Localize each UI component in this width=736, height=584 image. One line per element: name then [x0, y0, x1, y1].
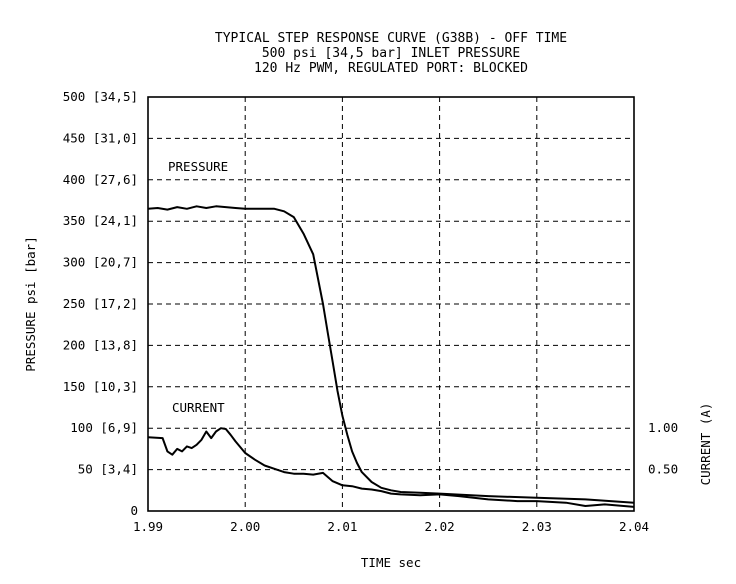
x-axis-label: TIME sec — [361, 555, 421, 570]
grid-lines — [148, 97, 634, 511]
y-axis-label: PRESSURE psi [bar] — [23, 236, 38, 371]
annotation-current: CURRENT — [172, 400, 225, 415]
y-tick-label: 150 [10,3] — [63, 379, 138, 394]
annotation-pressure: PRESSURE — [168, 159, 228, 174]
x-tick-label: 2.04 — [619, 519, 649, 534]
y-tick-label: 0 — [130, 503, 138, 518]
y-tick-label: 400 [27,6] — [63, 172, 138, 187]
y2-axis-label: CURRENT (A) — [698, 403, 713, 486]
chart-title-block: TYPICAL STEP RESPONSE CURVE (G38B) - OFF… — [148, 31, 634, 76]
series-line-current — [147, 427, 635, 508]
y-tick-label: 250 [17,2] — [63, 296, 138, 311]
tick-labels: 0 50 [3,4] 100 [6,9] 150 [10,3] 200 [13,8] 25… — [63, 89, 678, 534]
series-line-pressure — [147, 205, 635, 504]
chart-subtitle-1: 500 psi [34,5 bar] INLET PRESSURE — [261, 46, 521, 61]
y-tick-label: 50 [3,4] — [78, 462, 138, 477]
chart-subtitle-2: 120 Hz PWM, REGULATED PORT: BLOCKED — [254, 61, 528, 76]
x-tick-label: 2.03 — [522, 519, 552, 534]
y2-tick-label: 1.00 — [648, 420, 678, 435]
x-tick-label: 2.02 — [425, 519, 455, 534]
chart-title: TYPICAL STEP RESPONSE CURVE (G38B) - OFF… — [214, 31, 568, 46]
y-tick-label: 500 [34,5] — [63, 89, 138, 104]
y-tick-label: 450 [31,0] — [63, 130, 138, 145]
y-tick-label: 350 [24,1] — [63, 213, 138, 228]
x-tick-label: 2.00 — [230, 519, 260, 534]
x-tick-label: 2.01 — [327, 519, 357, 534]
series-lines — [147, 205, 635, 508]
y-tick-label: 200 [13,8] — [63, 337, 138, 352]
y-tick-label: 100 [6,9] — [70, 420, 138, 435]
y-tick-label: 300 [20,7] — [63, 255, 138, 270]
y2-tick-label: 0.50 — [648, 462, 678, 477]
x-tick-label: 1.99 — [133, 519, 163, 534]
